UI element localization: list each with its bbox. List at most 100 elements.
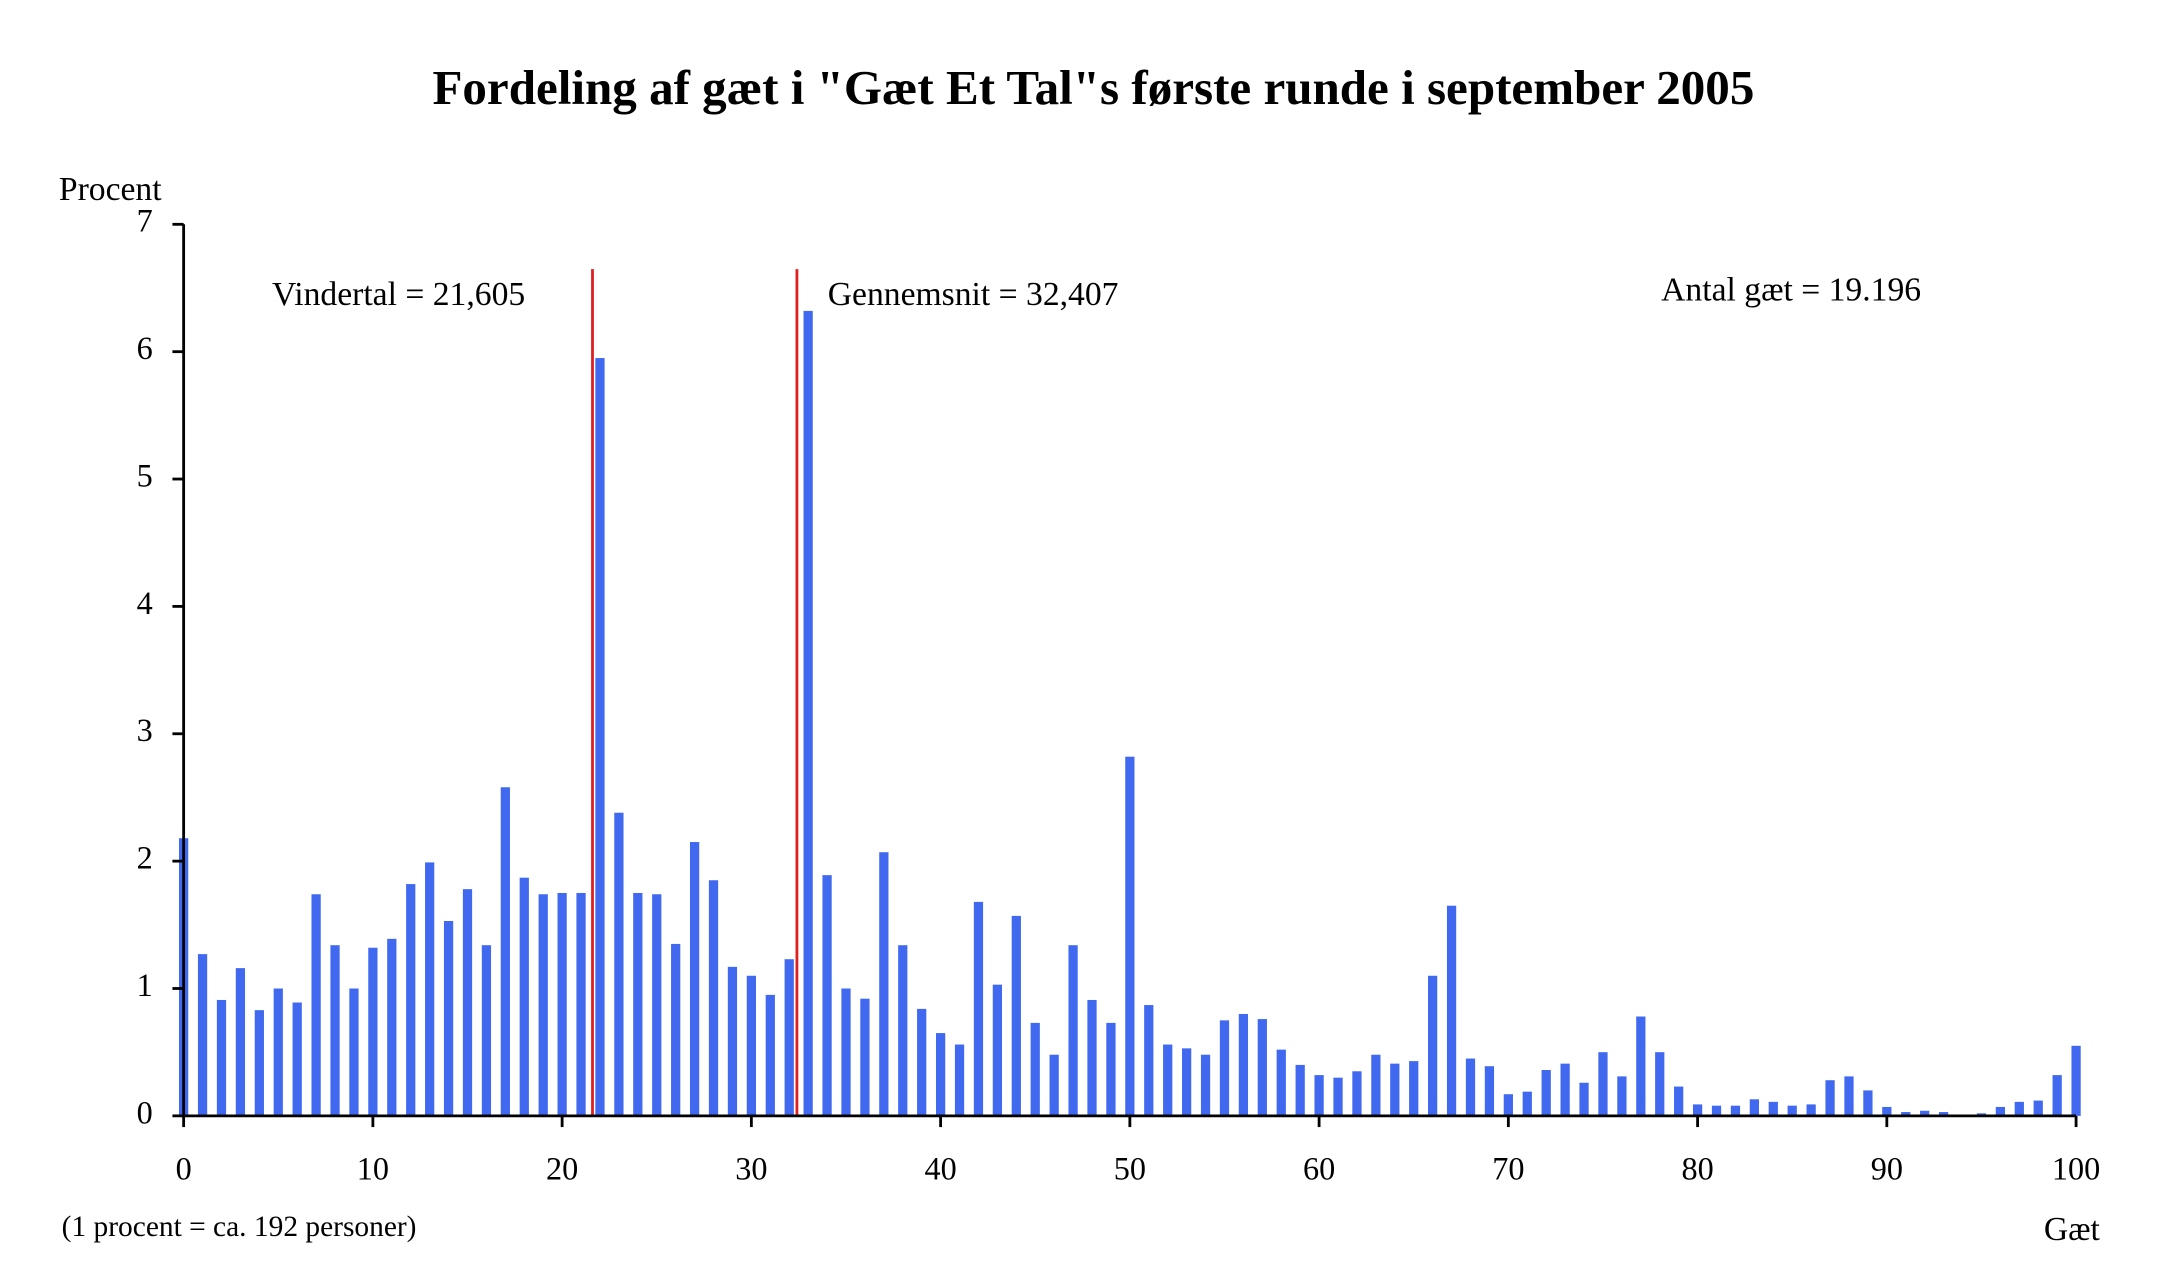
reference-label: Vindertal = 21,605 — [272, 276, 525, 313]
y-tick-label: 5 — [137, 457, 153, 493]
bar — [368, 947, 378, 1116]
bar — [1938, 1112, 1949, 1116]
x-tick-label: 10 — [357, 1150, 389, 1186]
bar — [1465, 1058, 1476, 1116]
x-tick-label: 0 — [176, 1150, 192, 1186]
bar — [1390, 1063, 1400, 1116]
y-tick-label: 1 — [137, 967, 153, 1003]
annotation: Antal gæt = 19.196 — [1661, 272, 1921, 309]
bar — [633, 892, 643, 1116]
bar — [1049, 1054, 1059, 1116]
bar — [1711, 1105, 1722, 1116]
bar — [1257, 1019, 1267, 1116]
bar — [954, 1044, 965, 1116]
bar — [1409, 1061, 1419, 1116]
bar — [1068, 945, 1078, 1116]
x-axis-label: Gæt — [2044, 1211, 2101, 1248]
bar — [1371, 1054, 1381, 1116]
bar — [2052, 1075, 2062, 1116]
bar — [898, 945, 908, 1116]
bar — [1674, 1086, 1684, 1116]
y-tick-label: 2 — [137, 840, 153, 876]
y-axis-label: Procent — [59, 171, 162, 208]
bar — [1692, 1104, 1703, 1116]
bar — [1503, 1094, 1513, 1116]
x-tick-label: 40 — [924, 1150, 956, 1186]
bar — [689, 842, 700, 1116]
bar — [1219, 1020, 1230, 1116]
bar — [1200, 1054, 1211, 1116]
footnote: (1 procent = ca. 192 personer) — [62, 1211, 417, 1243]
y-tick-label: 7 — [137, 203, 153, 239]
bar — [406, 884, 416, 1116]
bar — [1579, 1082, 1589, 1116]
bar — [330, 945, 340, 1116]
bar — [216, 999, 227, 1116]
bar — [1806, 1104, 1816, 1116]
bar — [1655, 1052, 1665, 1116]
x-tick-label: 60 — [1303, 1150, 1335, 1186]
y-tick-label: 4 — [137, 585, 153, 621]
bar — [349, 988, 359, 1116]
bar — [292, 1002, 302, 1116]
bar — [2071, 1045, 2081, 1116]
bar — [235, 968, 246, 1116]
bar — [879, 852, 889, 1116]
bar — [1598, 1052, 1608, 1116]
bar — [1276, 1049, 1286, 1116]
reference-label: Gennemsnit = 32,407 — [828, 276, 1119, 313]
bar — [803, 310, 813, 1116]
bar — [1730, 1105, 1741, 1116]
bar — [2014, 1101, 2024, 1116]
x-tick-label: 90 — [1871, 1150, 1903, 1186]
bar — [595, 358, 605, 1116]
bar — [1314, 1075, 1324, 1116]
bar — [443, 920, 454, 1116]
bar — [935, 1033, 946, 1116]
bar — [1636, 1016, 1646, 1116]
bar — [1787, 1105, 1797, 1116]
bar — [1163, 1044, 1173, 1116]
bar — [1352, 1071, 1362, 1116]
bar — [254, 1010, 264, 1116]
bar — [822, 875, 832, 1116]
bar — [557, 892, 567, 1116]
bar — [727, 966, 738, 1116]
bar — [1295, 1064, 1305, 1116]
bar — [973, 901, 984, 1116]
bar — [917, 1008, 927, 1116]
bar — [1333, 1077, 1343, 1116]
bar — [1428, 975, 1438, 1116]
bar — [1144, 1005, 1154, 1116]
bar — [1560, 1063, 1570, 1116]
bar — [1617, 1076, 1627, 1116]
x-tick-label: 20 — [546, 1150, 578, 1186]
x-tick-label: 80 — [1681, 1150, 1713, 1186]
x-tick-label: 50 — [1114, 1150, 1146, 1186]
bar — [765, 994, 775, 1116]
bar — [1844, 1076, 1854, 1116]
bar — [538, 894, 548, 1116]
bar — [860, 998, 870, 1116]
x-tick-label: 70 — [1492, 1150, 1524, 1186]
bar — [1011, 915, 1021, 1116]
bar — [1182, 1048, 1192, 1116]
bar — [1087, 999, 1097, 1116]
bar — [1106, 1022, 1116, 1116]
bar — [614, 812, 624, 1116]
bar — [1920, 1110, 1930, 1116]
chart-title: Fordeling af gæt i "Gæt Et Tal"s første … — [432, 60, 1754, 115]
bar — [273, 988, 283, 1116]
bar — [462, 889, 473, 1116]
bar — [784, 959, 794, 1116]
bar — [1125, 756, 1135, 1116]
bar — [652, 894, 662, 1116]
bar — [841, 988, 851, 1116]
y-tick-label: 0 — [137, 1094, 153, 1130]
y-tick-label: 6 — [137, 330, 153, 366]
bar — [1749, 1099, 1759, 1116]
bar — [1484, 1066, 1495, 1116]
bar — [1901, 1112, 1911, 1116]
